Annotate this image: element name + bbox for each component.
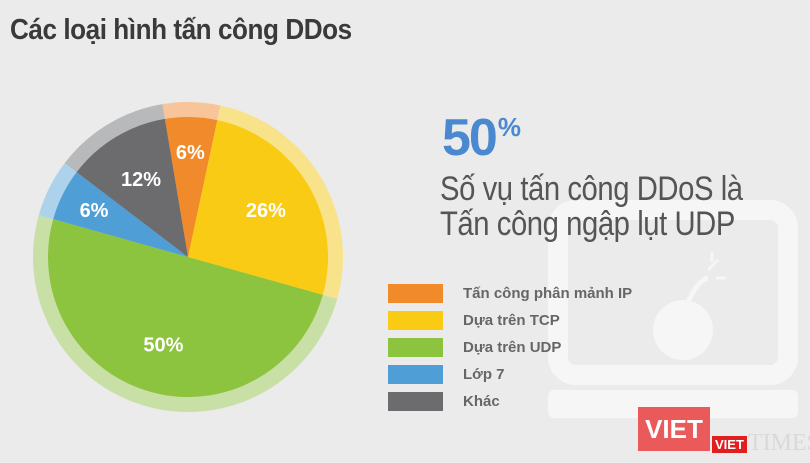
legend-item: Dựa trên TCP bbox=[388, 307, 632, 334]
legend-label: Lớp 7 bbox=[463, 366, 505, 383]
headline-line-1: Số vụ tấn công DDoS là bbox=[440, 170, 743, 208]
pie-data-label: 6% bbox=[176, 142, 205, 164]
pie-slice bbox=[48, 219, 323, 397]
highlight-value: 50 bbox=[442, 109, 498, 167]
headline-line-2: Tấn công ngập lụt UDP bbox=[440, 205, 735, 243]
legend-label: Dựa trên UDP bbox=[463, 339, 562, 356]
pie-data-label: 12% bbox=[121, 169, 161, 191]
legend-item: Lớp 7 bbox=[388, 361, 632, 388]
pie-data-label: 50% bbox=[143, 335, 183, 357]
legend-swatch bbox=[388, 284, 443, 303]
legend-swatch bbox=[388, 392, 443, 411]
chart-title: Các loại hình tấn công DDos bbox=[10, 14, 352, 46]
highlight-unit: % bbox=[497, 112, 521, 142]
legend-swatch bbox=[388, 365, 443, 384]
legend-swatch bbox=[388, 338, 443, 357]
pie-slice bbox=[164, 117, 218, 257]
legend: Tấn công phân mảnh IP Dựa trên TCP Dựa t… bbox=[388, 280, 632, 415]
legend-label: Tấn công phân mảnh IP bbox=[463, 285, 633, 302]
legend-swatch bbox=[388, 311, 443, 330]
viettimes-logo: VIET bbox=[638, 407, 710, 451]
times-watermark: TIMES bbox=[748, 430, 810, 456]
pie-data-label: 6% bbox=[80, 200, 109, 222]
viettimes-logo-small: VIET bbox=[712, 436, 747, 453]
pie-slice bbox=[53, 172, 188, 257]
pie-slice bbox=[188, 120, 328, 295]
legend-item: Dựa trên UDP bbox=[388, 334, 632, 361]
legend-label: Dựa trên TCP bbox=[463, 312, 560, 329]
legend-item: Khác bbox=[388, 388, 632, 415]
pie-slice bbox=[76, 118, 188, 257]
legend-item: Tấn công phân mảnh IP bbox=[388, 280, 632, 307]
pie-data-label: 26% bbox=[246, 200, 286, 222]
pie-chart: 6% 26% 50% 6% 12% bbox=[32, 102, 343, 412]
headline: Số vụ tấn công DDoS là Tấn công ngập lụt… bbox=[440, 172, 743, 242]
monitor-bomb-icon bbox=[548, 200, 798, 418]
highlight-percent: 50% bbox=[442, 108, 521, 168]
legend-label: Khác bbox=[463, 393, 500, 410]
